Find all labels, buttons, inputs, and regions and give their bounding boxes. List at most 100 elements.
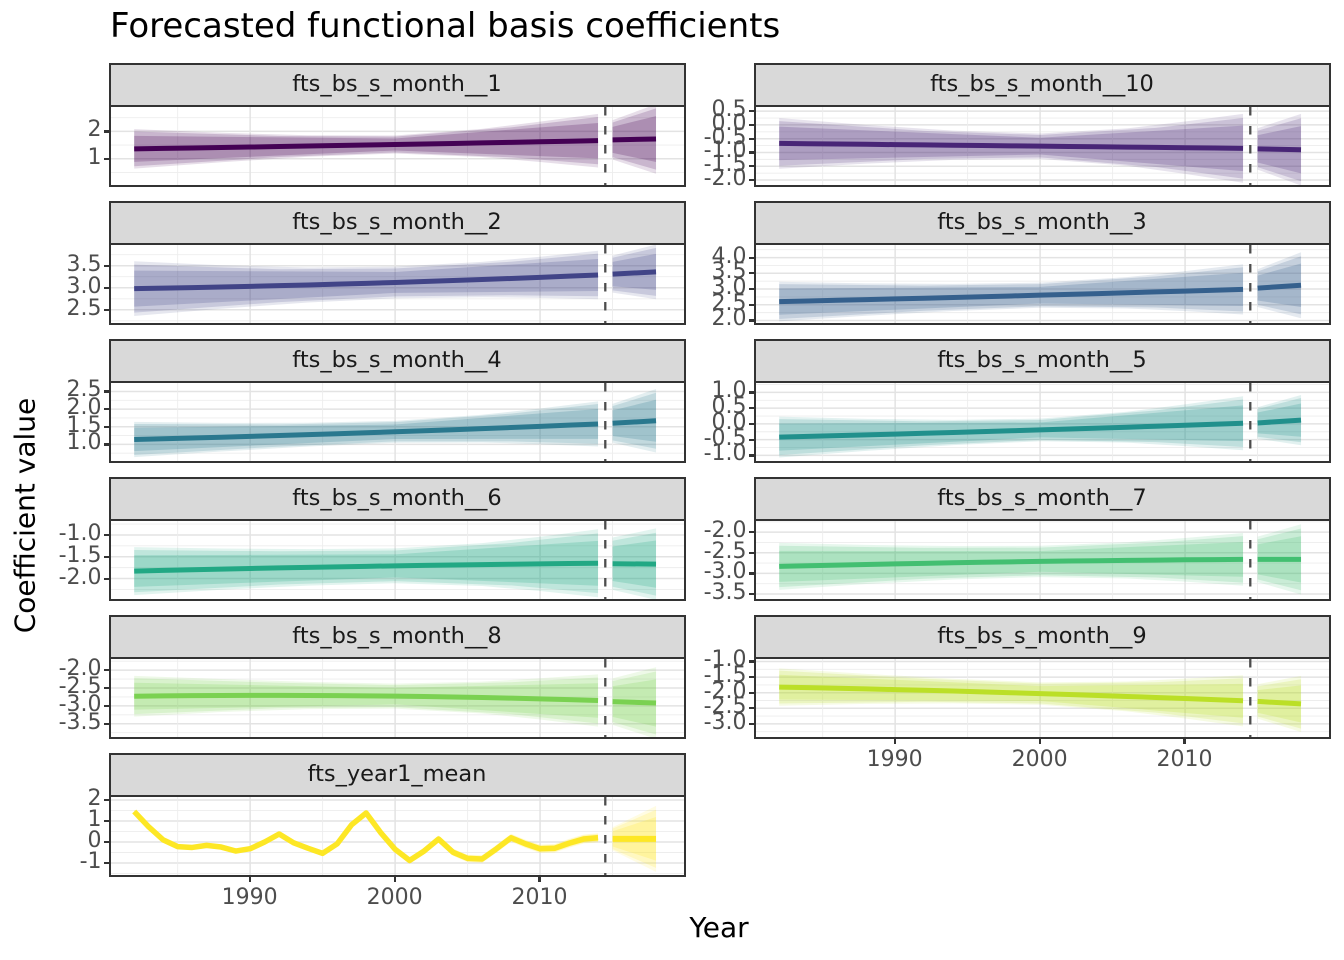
y-tick-mark — [749, 593, 754, 596]
y-tick-mark — [749, 676, 754, 679]
facet-strip-fts_bs_s_month__9: fts_bs_s_month__9 — [753, 615, 1331, 659]
x-tick-mark — [1183, 739, 1186, 744]
facet-plot-fts_bs_s_month__5 — [755, 383, 1329, 461]
y-tick-mark — [749, 707, 754, 710]
facet-panel-fts_bs_s_month__7 — [753, 521, 1331, 601]
y-tick-mark — [749, 319, 754, 322]
facet-strip-label-fts_bs_s_month__8: fts_bs_s_month__8 — [292, 622, 502, 649]
x-tick-label: 2010 — [511, 885, 568, 910]
y-tick-label: 3.5 — [711, 259, 747, 285]
y-tick-label: 2.0 — [66, 395, 102, 421]
facet-strip-fts_bs_s_month__10: fts_bs_s_month__10 — [753, 63, 1331, 107]
y-tick-mark — [749, 572, 754, 575]
y-tick-mark — [749, 151, 754, 154]
y-tick-label: -1.5 — [703, 663, 747, 689]
y-tick-mark — [104, 840, 109, 844]
y-tick-label: -2.0 — [703, 678, 747, 704]
facet-plot-fts_bs_s_month__1 — [110, 107, 684, 185]
facet-strip-label-fts_bs_s_month__7: fts_bs_s_month__7 — [937, 484, 1147, 511]
y-tick-mark — [749, 303, 754, 306]
facet-plot-fts_bs_s_month__4 — [110, 383, 684, 461]
facet-plot-fts_bs_s_month__2 — [110, 245, 684, 323]
facet-strip-label-fts_bs_s_month__4: fts_bs_s_month__4 — [292, 346, 502, 373]
y-tick-label: -3.5 — [58, 709, 102, 735]
y-tick-label: 2.5 — [66, 295, 102, 321]
y-tick-label: 3.5 — [66, 251, 102, 277]
x-tick-mark — [393, 877, 396, 882]
y-tick-label: 0 — [87, 827, 102, 853]
facet-strip-label-fts_bs_s_month__3: fts_bs_s_month__3 — [937, 208, 1147, 235]
facet-panel-fts_bs_s_month__3 — [753, 245, 1331, 325]
y-tick-label: -3.0 — [703, 709, 747, 735]
facet-strip-fts_bs_s_month__7: fts_bs_s_month__7 — [753, 477, 1331, 521]
y-tick-mark — [749, 179, 754, 182]
y-tick-label: 1.0 — [711, 378, 747, 404]
facet-panel-fts_bs_s_month__1 — [108, 107, 686, 187]
y-tick-mark — [104, 408, 109, 411]
y-tick-label: 0.5 — [711, 97, 747, 123]
y-tick-mark — [104, 130, 109, 133]
facet-plot-fts_bs_s_month__9 — [755, 659, 1329, 737]
y-tick-mark — [749, 256, 754, 259]
y-tick-mark — [749, 722, 754, 726]
y-tick-label: 2 — [87, 117, 102, 143]
facet-plot-fts_bs_s_month__7 — [755, 521, 1329, 599]
y-tick-mark — [749, 438, 754, 441]
y-tick-label: -2.0 — [703, 518, 747, 544]
y-tick-mark — [749, 165, 754, 168]
y-tick-mark — [749, 272, 754, 275]
y-tick-label: 0.0 — [711, 110, 747, 136]
facet-plot-fts_year1_mean — [110, 797, 684, 875]
y-tick-label: 4.0 — [711, 243, 747, 269]
x-tick-mark — [248, 877, 251, 882]
y-tick-label: -3.0 — [58, 691, 102, 717]
y-tick-label: 2.0 — [711, 306, 747, 332]
y-tick-mark — [104, 704, 109, 708]
y-tick-mark — [749, 422, 754, 426]
facet-panel-fts_year1_mean — [108, 797, 686, 877]
x-tick-label: 1990 — [866, 747, 923, 772]
facet-plot-fts_bs_s_month__3 — [755, 245, 1329, 323]
y-tick-mark — [104, 286, 109, 289]
y-tick-mark — [104, 555, 109, 558]
y-tick-mark — [104, 577, 109, 580]
y-tick-mark — [749, 110, 754, 113]
y-tick-mark — [104, 157, 109, 160]
y-tick-label: -2.0 — [58, 564, 102, 590]
x-tick-mark — [1038, 739, 1041, 744]
facet-strip-label-fts_bs_s_month__6: fts_bs_s_month__6 — [292, 484, 502, 511]
y-tick-label: 1 — [87, 806, 102, 832]
y-tick-mark — [104, 443, 109, 446]
y-tick-label: -2.5 — [703, 538, 747, 564]
x-tick-mark — [893, 739, 896, 744]
y-tick-label: 0.0 — [711, 409, 747, 435]
facet-strip-fts_bs_s_month__8: fts_bs_s_month__8 — [108, 615, 686, 659]
y-tick-label: -2.0 — [58, 656, 102, 682]
y-tick-label: -3.5 — [703, 580, 747, 606]
facet-panel-fts_bs_s_month__4 — [108, 383, 686, 463]
y-tick-mark — [104, 798, 109, 802]
y-tick-label: -2.5 — [703, 694, 747, 720]
y-tick-mark — [104, 264, 109, 267]
y-tick-label: 1.5 — [66, 412, 102, 438]
y-tick-label: -1.0 — [703, 138, 747, 164]
facet-strip-fts_bs_s_month__6: fts_bs_s_month__6 — [108, 477, 686, 521]
facet-strip-fts_bs_s_month__3: fts_bs_s_month__3 — [753, 201, 1331, 245]
y-tick-label: -0.5 — [703, 425, 747, 451]
y-tick-label: 3.0 — [66, 273, 102, 299]
y-tick-label: 0.5 — [711, 394, 747, 420]
y-tick-label: -1.0 — [703, 441, 747, 467]
y-tick-mark — [104, 722, 109, 725]
facet-panel-fts_bs_s_month__10 — [753, 107, 1331, 187]
facet-strip-label-fts_bs_s_month__1: fts_bs_s_month__1 — [292, 70, 502, 97]
facet-panel-fts_bs_s_month__6 — [108, 521, 686, 601]
x-tick-label: 2000 — [366, 885, 423, 910]
facet-strip-label-fts_bs_s_month__10: fts_bs_s_month__10 — [930, 70, 1154, 97]
facet-strip-label-fts_year1_mean: fts_year1_mean — [307, 760, 487, 787]
facet-panel-fts_bs_s_month__5 — [753, 383, 1331, 463]
y-tick-label: -2.0 — [703, 166, 747, 192]
y-tick-mark — [749, 531, 754, 534]
y-tick-mark — [749, 123, 754, 127]
y-tick-mark — [104, 669, 109, 672]
